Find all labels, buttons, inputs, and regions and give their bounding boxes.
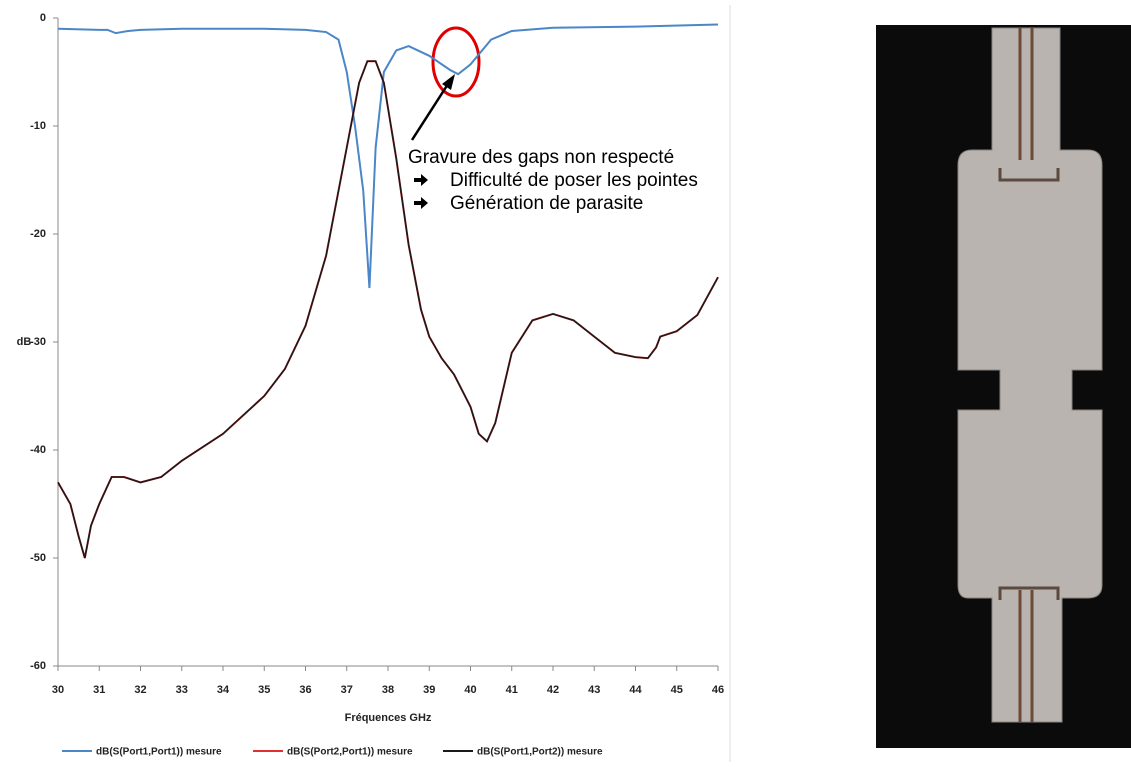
x-tick-label: 36 — [299, 684, 311, 696]
x-tick-label: 43 — [588, 684, 600, 696]
y-tick-label: -30 — [30, 336, 46, 348]
x-tick-label: 41 — [506, 684, 518, 696]
x-tick-label: 32 — [134, 684, 146, 696]
annotation: Gravure des gaps non respecté Difficulté… — [408, 146, 778, 215]
annotation-arrow — [410, 83, 450, 141]
y-tick-label: -50 — [30, 552, 46, 564]
bullet-text: Difficulté de poser les pointes — [450, 170, 698, 191]
x-tick-label: 38 — [382, 684, 394, 696]
arrow-head — [442, 74, 455, 90]
x-tick-label: 46 — [712, 684, 724, 696]
x-tick-label: 39 — [423, 684, 435, 696]
annotation-bullet: Génération de parasite — [408, 192, 778, 215]
y-tick-label: -20 — [30, 228, 46, 240]
x-tick-label: 33 — [176, 684, 188, 696]
bullet-arrow — [414, 174, 428, 186]
legend-label: dB(S(Port1,Port2)) mesure — [477, 747, 603, 758]
series-line — [57, 60, 719, 559]
x-tick-label: 30 — [52, 684, 64, 696]
device-photo — [876, 25, 1131, 748]
x-tick-label: 40 — [464, 684, 476, 696]
series-line — [57, 60, 719, 559]
y-axis-title: dB — [17, 336, 32, 348]
highlight-ellipse — [431, 26, 481, 98]
x-axis-title: Fréquences GHz — [345, 712, 432, 724]
legend-label: dB(S(Port1,Port1)) mesure — [96, 747, 222, 758]
y-tick-label: -60 — [30, 660, 46, 672]
series-line — [57, 23, 719, 289]
annotation-bullet: Difficulté de poser les pointes — [408, 169, 778, 192]
x-tick-label: 45 — [671, 684, 683, 696]
y-tick-label: 0 — [40, 12, 46, 24]
bullet-arrow — [414, 197, 428, 209]
x-tick-label: 44 — [629, 684, 642, 696]
bullet-text: Génération de parasite — [450, 193, 644, 214]
x-tick-label: 37 — [341, 684, 353, 696]
x-tick-label: 42 — [547, 684, 559, 696]
y-tick-label: -10 — [30, 120, 46, 132]
x-tick-label: 35 — [258, 684, 270, 696]
x-tick-label: 34 — [217, 684, 230, 696]
legend-label: dB(S(Port2,Port1)) mesure — [287, 747, 413, 758]
x-tick-label: 31 — [93, 684, 105, 696]
y-tick-label: -40 — [30, 444, 46, 456]
annotation-title: Gravure des gaps non respecté — [408, 147, 675, 168]
